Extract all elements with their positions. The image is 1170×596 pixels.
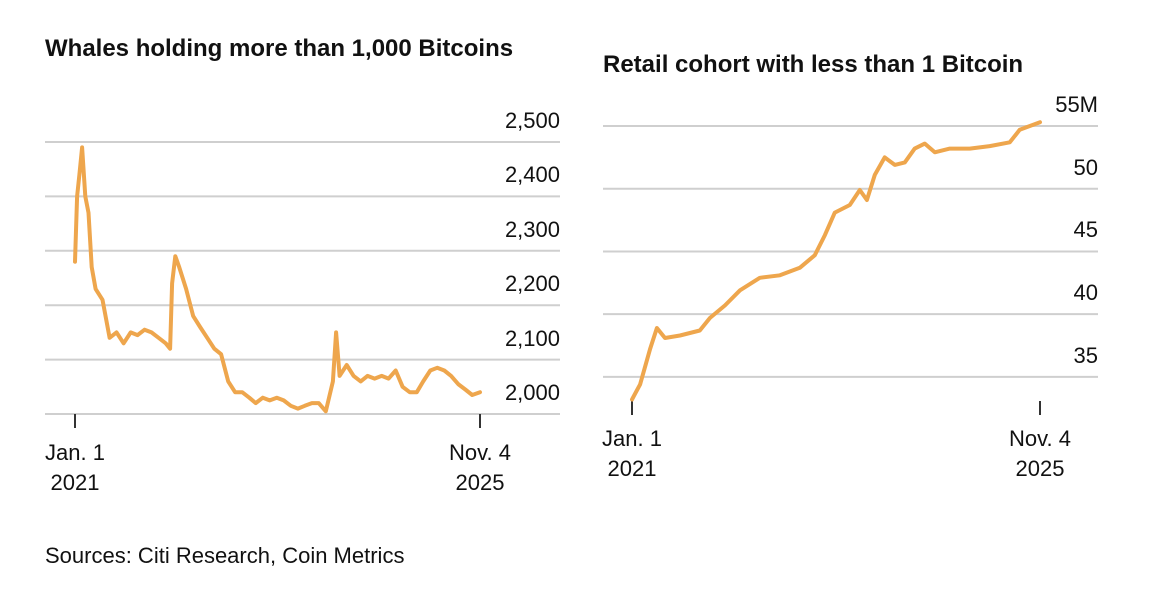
x-tick-label: Nov. 4 2025: [1009, 426, 1071, 481]
data-line: [73, 145, 482, 414]
y-tick-label: 2,300: [504, 216, 560, 242]
y-tick-label: 2,500: [504, 108, 560, 133]
x-tick-label: Nov. 4 2025: [449, 440, 511, 495]
data-line: [630, 120, 1042, 402]
y-tick-label: 2,200: [504, 271, 560, 297]
chart-title: Whales holding more than 1,000 Bitcoins: [45, 35, 514, 62]
y-tick-label: 2,400: [504, 162, 560, 188]
source: Sources: Citi Research, Coin Metrics: [45, 543, 405, 568]
x-tick-label: Jan. 1 2021: [602, 426, 662, 481]
y-tick-label: 2,100: [504, 325, 560, 351]
y-tick-label: 35: [1073, 342, 1098, 368]
y-tick-label: 45: [1073, 217, 1098, 243]
y-tick-label: 2,000: [504, 380, 560, 405]
y-tick-label: 40: [1073, 280, 1098, 306]
y-tick-label: 50: [1073, 154, 1098, 180]
x-tick-label: Jan. 1 2021: [45, 440, 105, 495]
chart-title: Retail cohort with less than 1 Bitcoin: [603, 51, 1024, 78]
y-tick-label: 55M: [1055, 92, 1098, 117]
